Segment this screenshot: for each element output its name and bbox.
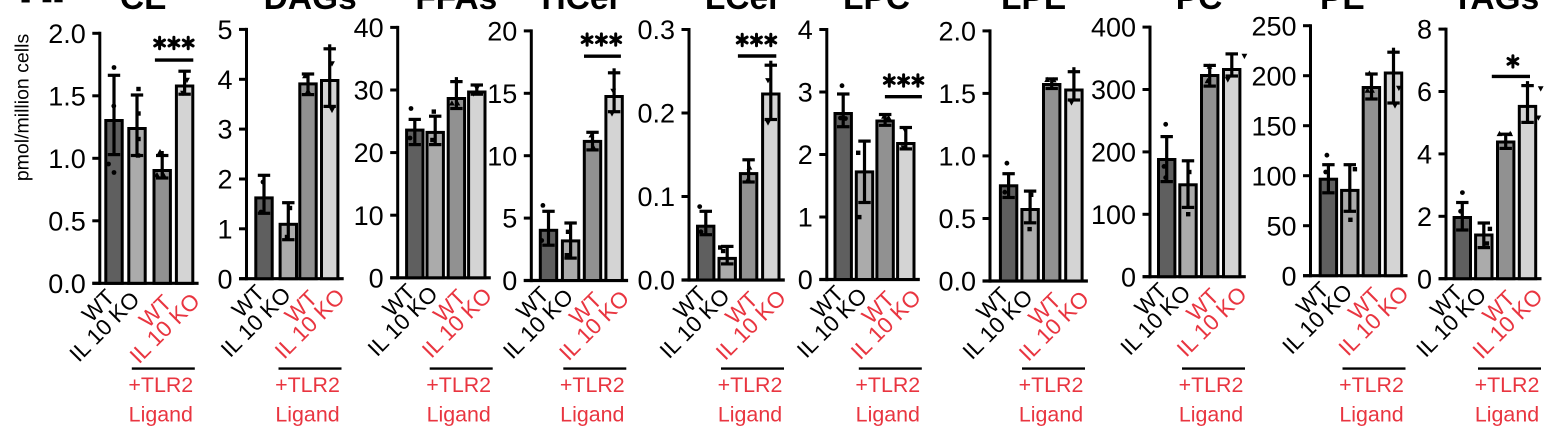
svg-text:PE: PE: [1320, 0, 1365, 17]
svg-text:Ligand: Ligand: [560, 403, 624, 427]
svg-text:0: 0: [217, 264, 232, 294]
svg-text:20: 20: [487, 17, 517, 47]
svg-text:1: 1: [217, 214, 232, 244]
svg-text:Ligand: Ligand: [1339, 403, 1403, 427]
svg-text:LPC: LPC: [843, 0, 910, 17]
svg-text:Ligand: Ligand: [427, 403, 491, 427]
svg-text:30: 30: [354, 76, 384, 106]
svg-text:50: 50: [1266, 211, 1296, 241]
svg-text:Ligand: Ligand: [856, 403, 920, 427]
svg-text:+TLR2: +TLR2: [855, 373, 920, 397]
svg-text:3: 3: [217, 115, 232, 145]
svg-text:0: 0: [1121, 262, 1136, 292]
svg-text:TAGs: TAGs: [1452, 0, 1539, 17]
svg-text:1.5: 1.5: [48, 81, 86, 111]
svg-text:FFAs: FFAs: [415, 0, 497, 17]
svg-text:Ligand: Ligand: [129, 403, 193, 427]
svg-text:6: 6: [1417, 77, 1432, 107]
svg-text:0: 0: [798, 265, 813, 295]
svg-text:0.0: 0.0: [938, 267, 976, 297]
svg-text:Ligand: Ligand: [1179, 403, 1243, 427]
svg-text:pmol/million cells: pmol/million cells: [11, 34, 33, 182]
svg-text:Ligand: Ligand: [1019, 403, 1083, 427]
svg-text:0: 0: [1417, 264, 1432, 294]
svg-text:250: 250: [1251, 11, 1296, 41]
svg-text:2.0: 2.0: [48, 19, 86, 49]
svg-text:Ligand: Ligand: [1475, 403, 1539, 427]
svg-text:1.0: 1.0: [48, 144, 86, 174]
svg-text:4: 4: [1417, 140, 1432, 170]
svg-text:LCer: LCer: [705, 0, 781, 17]
svg-text:400: 400: [1091, 13, 1136, 43]
svg-text:+TLR2: +TLR2: [1339, 373, 1404, 397]
svg-text:DAGs: DAGs: [264, 0, 357, 17]
svg-text:15: 15: [487, 79, 517, 109]
svg-text:100: 100: [1251, 161, 1296, 191]
svg-text:10: 10: [354, 201, 384, 231]
svg-text:4: 4: [217, 65, 232, 95]
svg-text:2: 2: [798, 140, 813, 170]
svg-text:+TLR2: +TLR2: [1475, 373, 1540, 397]
svg-text:0: 0: [1281, 261, 1296, 291]
svg-text:PC: PC: [1176, 0, 1223, 17]
svg-text:200: 200: [1251, 61, 1296, 91]
svg-text:1.0: 1.0: [938, 142, 976, 172]
svg-text:40: 40: [354, 13, 384, 43]
svg-text:+TLR2: +TLR2: [1019, 373, 1084, 397]
svg-text:5: 5: [502, 204, 517, 234]
svg-text:2.0: 2.0: [938, 17, 976, 47]
svg-text:+TLR2: +TLR2: [718, 373, 783, 397]
svg-text:0.0: 0.0: [48, 269, 86, 299]
svg-text:+TLR2: +TLR2: [426, 373, 491, 397]
svg-text:CE: CE: [120, 0, 167, 17]
svg-text:100: 100: [1091, 200, 1136, 230]
svg-text:1: 1: [798, 203, 813, 233]
svg-text:+TLR2: +TLR2: [275, 373, 340, 397]
svg-text:300: 300: [1091, 75, 1136, 105]
svg-text:Ligand: Ligand: [718, 403, 782, 427]
svg-text:5: 5: [217, 15, 232, 45]
svg-text:HCer: HCer: [541, 0, 621, 17]
svg-text:0.0: 0.0: [637, 266, 675, 296]
svg-text:+TLR2: +TLR2: [1179, 373, 1244, 397]
svg-text:0.3: 0.3: [637, 15, 675, 45]
svg-text:10: 10: [487, 141, 517, 171]
svg-text:0: 0: [369, 263, 384, 293]
svg-text:+TLR2: +TLR2: [128, 373, 193, 397]
svg-text:2: 2: [1417, 202, 1432, 232]
svg-text:8: 8: [1417, 15, 1432, 45]
svg-text:0.5: 0.5: [938, 204, 976, 234]
svg-text:0.5: 0.5: [48, 206, 86, 236]
svg-text:Ligand: Ligand: [275, 403, 339, 427]
svg-text:200: 200: [1091, 138, 1136, 168]
svg-text:0.1: 0.1: [637, 182, 675, 212]
svg-text:2: 2: [217, 165, 232, 195]
svg-text:150: 150: [1251, 111, 1296, 141]
svg-text:4: 4: [798, 15, 813, 45]
svg-text:1.5: 1.5: [938, 79, 976, 109]
svg-text:+TLR2: +TLR2: [560, 373, 625, 397]
svg-text:0.2: 0.2: [637, 99, 675, 129]
svg-text:LPE: LPE: [1001, 0, 1066, 17]
svg-text:0: 0: [502, 266, 517, 296]
svg-text:20: 20: [354, 138, 384, 168]
svg-text:3: 3: [798, 78, 813, 108]
